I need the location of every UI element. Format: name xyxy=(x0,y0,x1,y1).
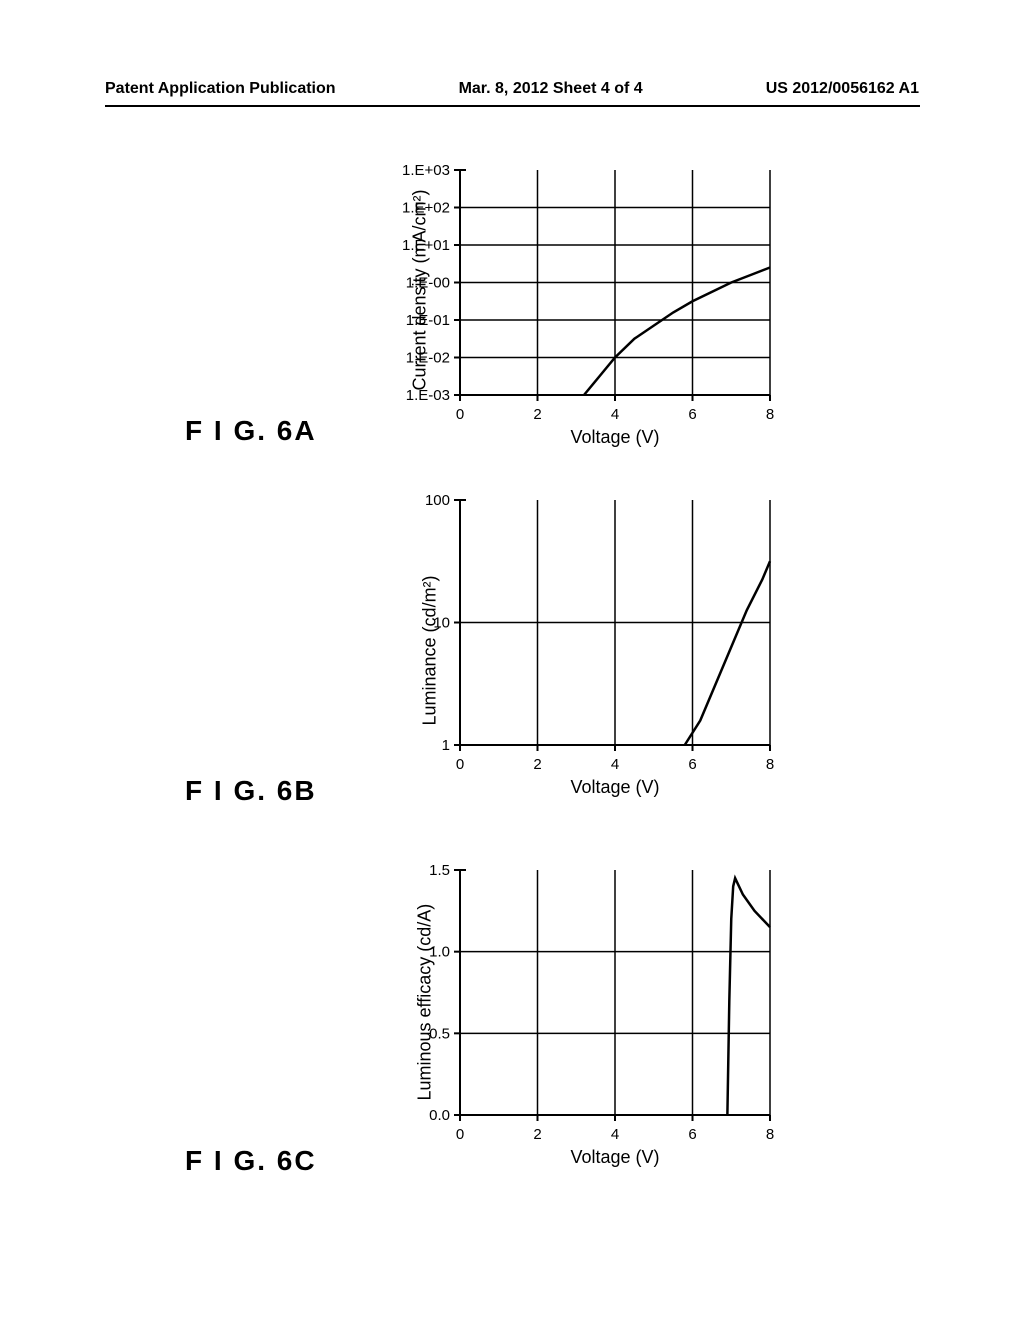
svg-text:0.0: 0.0 xyxy=(429,1107,450,1124)
chart-6c: Luminous efficacy (cd/A) 024681.51.00.50… xyxy=(380,860,800,1170)
svg-text:0: 0 xyxy=(456,756,464,773)
svg-text:8: 8 xyxy=(766,756,774,773)
chart-6b-svg: 02468100101Voltage (V) xyxy=(380,490,800,800)
figure-6b-label: F I G. 6B xyxy=(185,775,317,807)
svg-text:4: 4 xyxy=(611,1126,619,1143)
svg-text:4: 4 xyxy=(611,756,619,773)
svg-text:4: 4 xyxy=(611,406,619,423)
svg-text:8: 8 xyxy=(766,406,774,423)
svg-text:100: 100 xyxy=(425,492,450,509)
page-header: Patent Application Publication Mar. 8, 2… xyxy=(0,80,1024,98)
svg-text:6: 6 xyxy=(688,756,696,773)
header-rule xyxy=(105,105,920,107)
svg-text:Voltage (V): Voltage (V) xyxy=(570,427,659,447)
svg-text:0: 0 xyxy=(456,1126,464,1143)
header-left: Patent Application Publication xyxy=(105,80,336,98)
chart-6c-svg: 024681.51.00.50.0Voltage (V) xyxy=(380,860,800,1170)
svg-text:Voltage (V): Voltage (V) xyxy=(570,777,659,797)
svg-text:Voltage (V): Voltage (V) xyxy=(570,1147,659,1167)
chart-6a-svg: 024681.E+031.E+021.E+011.E-001.E-011.E-0… xyxy=(380,160,800,450)
svg-text:6: 6 xyxy=(688,1126,696,1143)
svg-text:1: 1 xyxy=(442,737,450,754)
svg-text:8: 8 xyxy=(766,1126,774,1143)
figure-6a-label: F I G. 6A xyxy=(185,415,317,447)
svg-text:6: 6 xyxy=(688,406,696,423)
svg-text:0: 0 xyxy=(456,406,464,423)
chart-6b-ylabel: Luminance (cd/m²) xyxy=(420,526,441,726)
svg-text:2: 2 xyxy=(533,406,541,423)
svg-text:2: 2 xyxy=(533,756,541,773)
chart-6a: Current density (mA/cm²) 024681.E+031.E+… xyxy=(380,160,800,450)
header-center: Mar. 8, 2012 Sheet 4 of 4 xyxy=(459,80,643,98)
figure-6c-label: F I G. 6C xyxy=(185,1145,317,1177)
svg-text:1.5: 1.5 xyxy=(429,862,450,879)
chart-6b: Luminance (cd/m²) 02468100101Voltage (V) xyxy=(380,490,800,800)
header-right: US 2012/0056162 A1 xyxy=(766,80,919,98)
svg-text:2: 2 xyxy=(533,1126,541,1143)
chart-6a-ylabel: Current density (mA/cm²) xyxy=(410,171,431,391)
chart-6c-ylabel: Luminous efficacy (cd/A) xyxy=(415,891,436,1101)
